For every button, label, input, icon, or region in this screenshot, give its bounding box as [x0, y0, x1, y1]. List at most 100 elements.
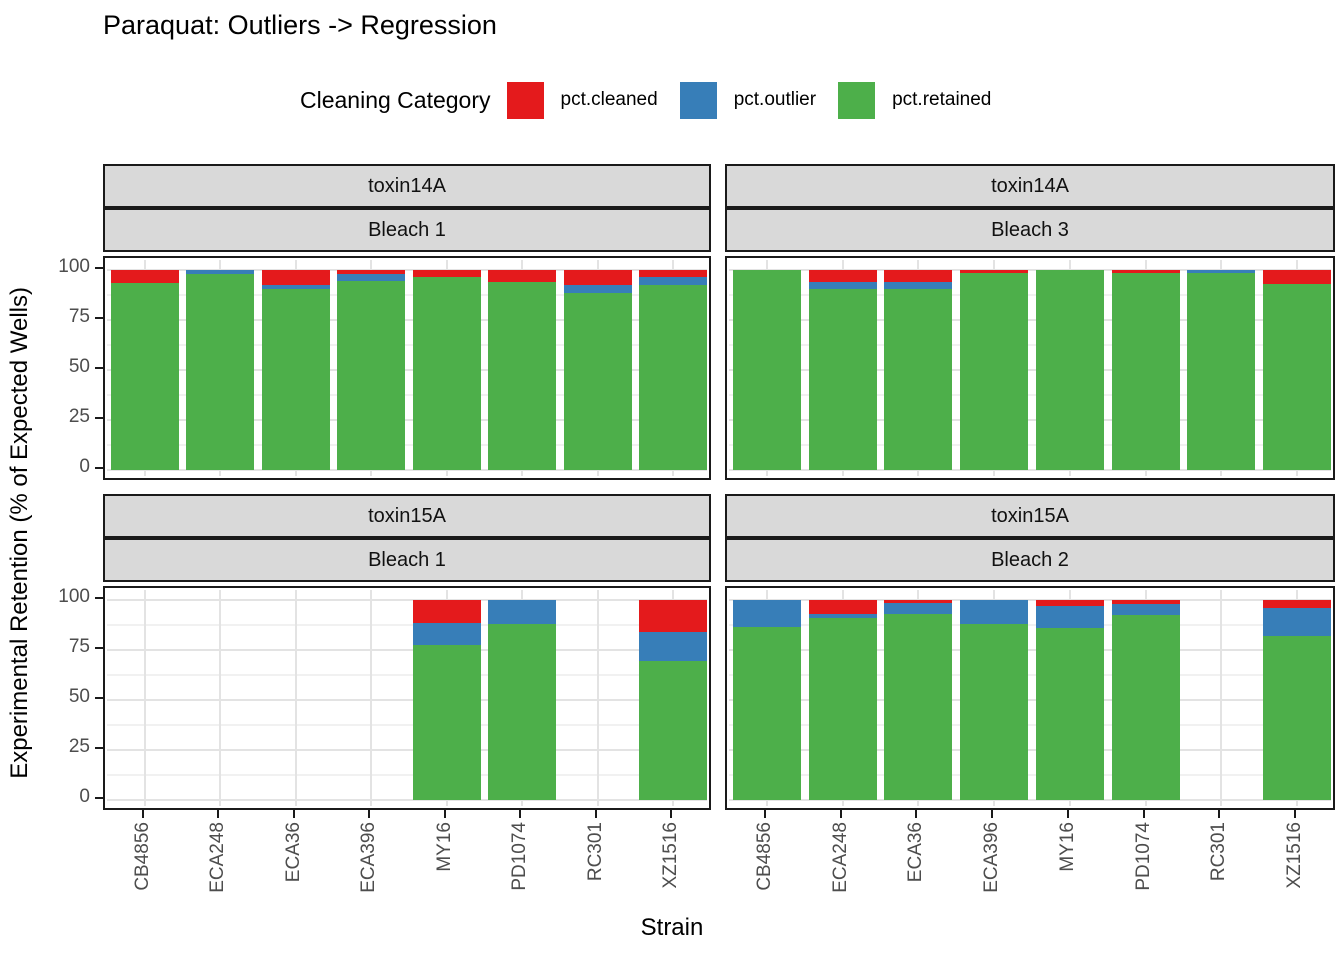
x-tick-mark [1294, 810, 1297, 818]
bar-segment-pct.cleaned [884, 270, 953, 282]
bar-segment-pct.retained [261, 289, 330, 470]
x-tick-label-RC301: RC301 [1208, 822, 1230, 882]
stacked-bar-RC301 [563, 260, 632, 476]
x-tick-label-PD1074: PD1074 [509, 822, 531, 891]
facet-strip-bleach: Bleach 2 [725, 538, 1335, 582]
x-tick-mark [1066, 810, 1069, 818]
legend-item: pct.outlier [679, 81, 816, 119]
bar-segment-pct.cleaned [1111, 270, 1180, 273]
legend-swatch-pct.retained [838, 81, 876, 119]
bar-segment-pct.retained [732, 270, 801, 470]
y-tick-label: 100 [58, 256, 90, 277]
x-tick-label-RC301: RC301 [584, 822, 606, 882]
bar-segment-pct.retained [1263, 636, 1331, 800]
bar-segment-pct.retained [1187, 273, 1256, 470]
y-tick-mark [95, 747, 103, 749]
y-tick-mark [95, 267, 103, 269]
x-tick-mark [915, 810, 918, 818]
x-tick-label-ECA36: ECA36 [905, 822, 927, 883]
y-tick-mark [95, 417, 103, 419]
legend-label: pct.retained [892, 89, 992, 110]
x-tick-label-ECA396: ECA396 [358, 822, 380, 893]
stacked-bar-RC301 [1187, 260, 1256, 476]
legend-label: pct.cleaned [560, 89, 658, 110]
major-gridline [729, 749, 1331, 751]
bar-segment-pct.cleaned [808, 270, 877, 282]
stacked-bar-XZ1516 [1263, 260, 1331, 476]
minor-gridline [107, 674, 707, 676]
major-gridline [107, 749, 707, 751]
stacked-bar-ECA36 [884, 260, 953, 476]
x-major-gridline [1220, 590, 1223, 806]
facet-panel [103, 256, 711, 480]
major-gridline [107, 319, 707, 321]
stacked-bar-CB4856 [110, 260, 179, 476]
minor-gridline [107, 774, 707, 776]
stacked-bar-CB4856 [732, 590, 801, 806]
x-tick-label-CB4856: CB4856 [753, 822, 775, 891]
bar-segment-pct.outlier [1111, 604, 1180, 615]
y-axis-title: Experimental Retention (% of Expected We… [4, 253, 36, 813]
x-tick-mark [1142, 810, 1145, 818]
y-tick-label: 100 [58, 586, 90, 607]
bar-segment-pct.retained [732, 627, 801, 800]
stacked-bar-MY16 [1035, 590, 1104, 806]
y-tick-label: 50 [68, 686, 90, 707]
plot-title: Paraquat: Outliers -> Regression [103, 10, 497, 40]
stacked-bar-ECA36 [261, 260, 330, 476]
x-major-gridline [596, 590, 599, 806]
bar-segment-pct.outlier [337, 274, 406, 281]
y-tick-label: 75 [68, 306, 90, 327]
x-tick-label-ECA36: ECA36 [282, 822, 304, 883]
facet-strip-bleach: Bleach 3 [725, 208, 1335, 252]
x-tick-label-ECA396: ECA396 [981, 822, 1003, 893]
facet-strip-bleach: Bleach 1 [103, 208, 711, 252]
bar-segment-pct.retained [884, 614, 953, 800]
y-tick-label: 25 [68, 406, 90, 427]
facet-panel [103, 586, 711, 810]
major-gridline [107, 649, 707, 651]
bar-segment-pct.cleaned [639, 600, 707, 632]
y-tick-mark [95, 367, 103, 369]
stacked-bar-XZ1516 [639, 590, 707, 806]
minor-gridline [107, 294, 707, 296]
major-gridline [107, 369, 707, 371]
x-tick-mark [519, 810, 522, 818]
y-tick-label: 75 [68, 636, 90, 657]
stacked-bar-ECA248 [808, 590, 877, 806]
x-major-gridline [143, 590, 146, 806]
x-tick-label-MY16: MY16 [433, 822, 455, 872]
major-gridline [729, 269, 1331, 271]
major-gridline [729, 699, 1331, 701]
x-tick-mark [292, 810, 295, 818]
x-tick-mark [991, 810, 994, 818]
bar-segment-pct.retained [808, 618, 877, 800]
bar-segment-pct.retained [110, 283, 179, 470]
panel-plot-area [729, 260, 1331, 476]
bar-segment-pct.retained [488, 282, 557, 470]
minor-gridline [107, 344, 707, 346]
stacked-bar-MY16 [412, 260, 481, 476]
x-tick-mark [368, 810, 371, 818]
y-tick-label: 0 [79, 786, 90, 807]
major-gridline [729, 419, 1331, 421]
bar-segment-pct.outlier [808, 282, 877, 289]
bar-segment-pct.cleaned [884, 600, 953, 603]
facet-strip-toxin: toxin14A [103, 164, 711, 208]
minor-gridline [107, 624, 707, 626]
bar-segment-pct.retained [488, 624, 557, 800]
major-gridline [729, 599, 1331, 601]
bar-segment-pct.retained [412, 645, 481, 800]
minor-gridline [729, 624, 1331, 626]
bar-segment-pct.retained [808, 289, 877, 470]
major-gridline [729, 369, 1331, 371]
stacked-bar-ECA396 [337, 260, 406, 476]
bar-segment-pct.outlier [1187, 270, 1256, 273]
bar-segment-pct.cleaned [1035, 600, 1104, 606]
stacked-bar-MY16 [1035, 260, 1104, 476]
legend-swatch-pct.outlier [679, 81, 717, 119]
facet-panel [725, 586, 1335, 810]
bar-segment-pct.cleaned [261, 270, 330, 285]
x-axis-title: Strain [640, 914, 704, 941]
legend-swatch-pct.cleaned [506, 81, 544, 119]
